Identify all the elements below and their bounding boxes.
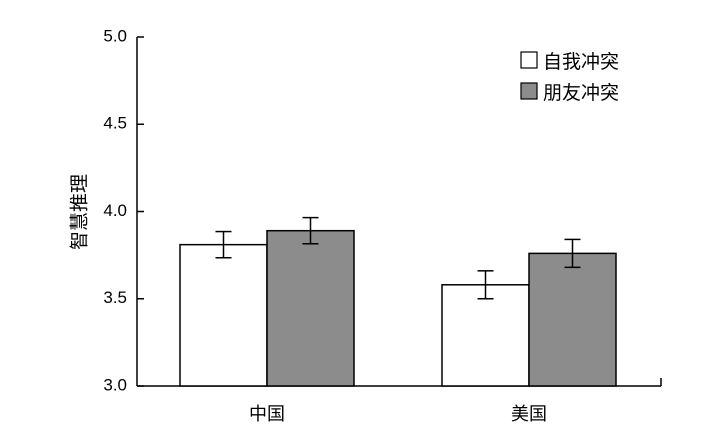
bars [179,229,617,387]
bar-0-1 [266,229,355,387]
legend-swatch-friend-conflict [520,82,538,100]
y-tick-label: 4.5 [103,114,127,133]
legend-swatch-self-conflict [520,51,538,69]
x-tick-labels: 中国 美国 [249,404,547,425]
bar-0-0 [179,243,268,387]
y-tick-label: 5.0 [103,26,127,45]
legend: 自我冲突 朋友冲突 [520,51,619,104]
x-tick-label: 美国 [511,404,547,425]
x-tick-label: 中国 [249,404,285,425]
bar-1-1 [528,252,617,387]
legend-label-friend-conflict: 朋友冲突 [543,82,619,104]
y-tick-label: 3.5 [103,288,127,307]
bar-1-0 [441,284,530,387]
y-tick-label: 4.0 [103,201,127,220]
error-bars [215,216,581,300]
y-axis-title: 智慧推理 [69,174,91,250]
y-tick-label: 3.0 [103,375,127,394]
y-ticks: 3.0 3.5 4.0 4.5 5.0 [103,26,144,394]
legend-label-self-conflict: 自我冲突 [543,51,619,73]
